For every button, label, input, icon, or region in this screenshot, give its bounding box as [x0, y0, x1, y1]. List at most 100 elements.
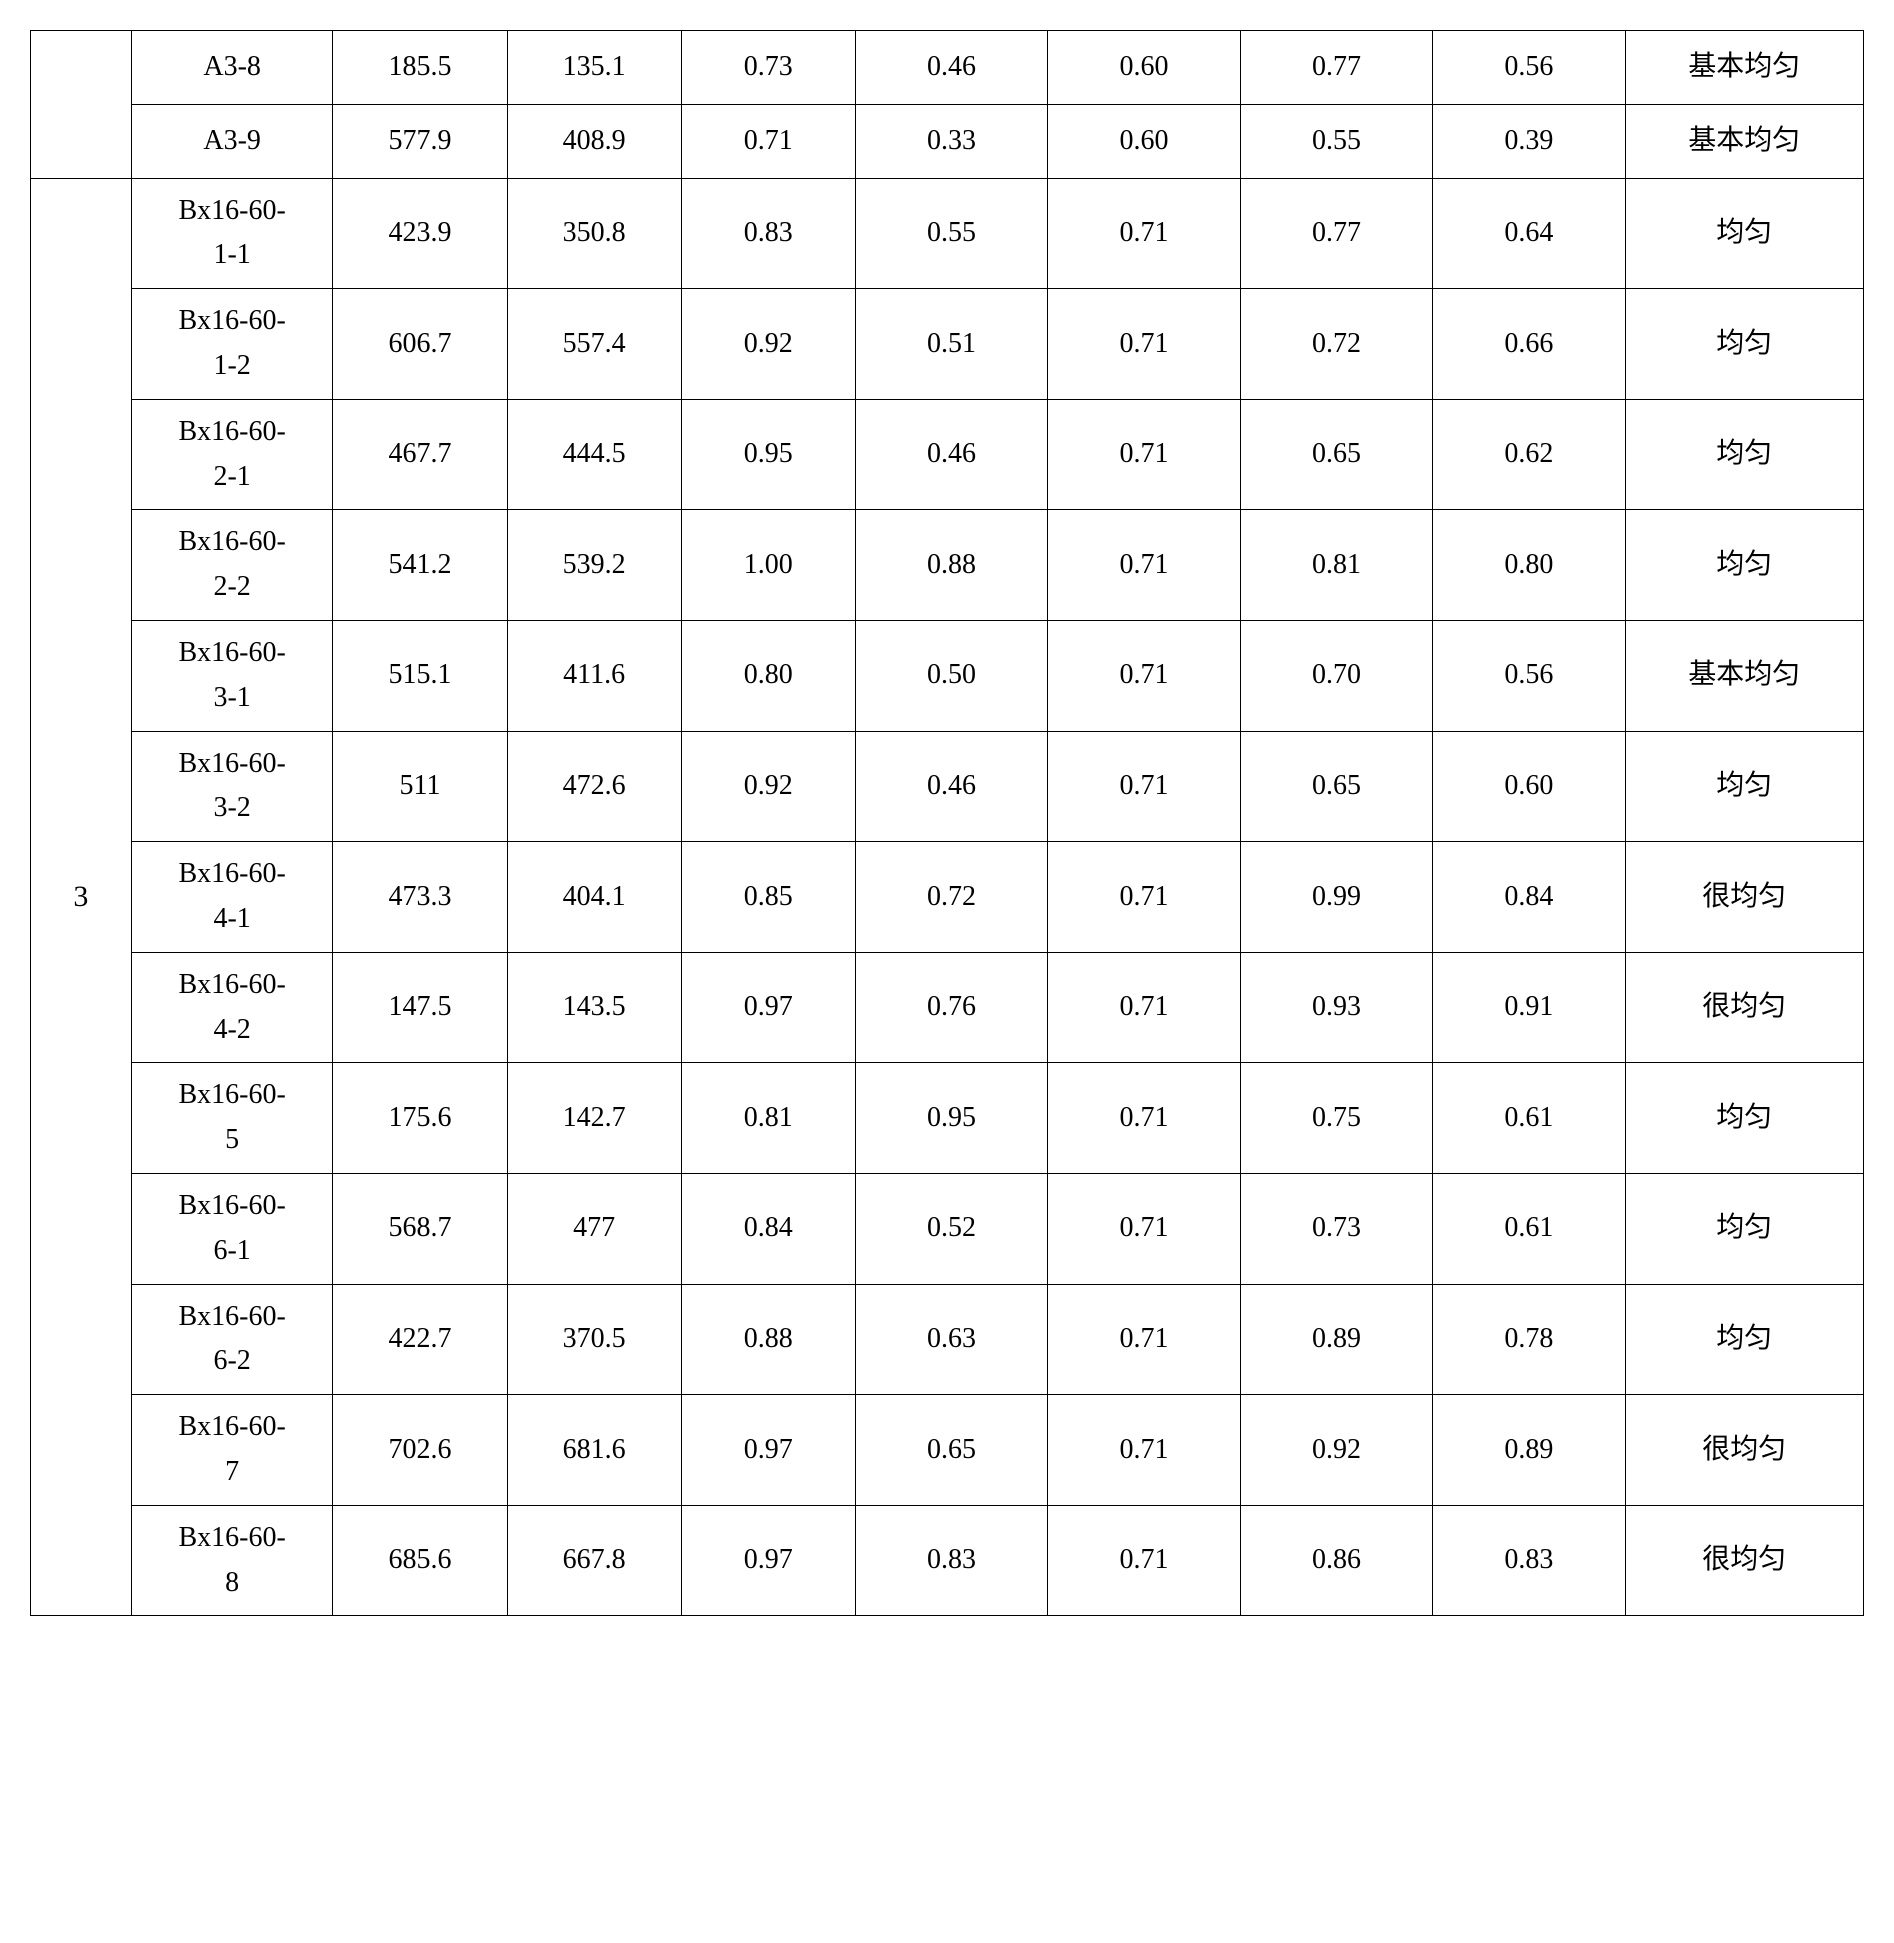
cell-c7: 0.89 — [1240, 1284, 1432, 1395]
cell-c7: 0.93 — [1240, 952, 1432, 1063]
table-row: Bx16-60-4-2147.5143.50.970.760.710.930.9… — [31, 952, 1864, 1063]
table-row: Bx16-60-8685.6667.80.970.830.710.860.83很… — [31, 1505, 1864, 1616]
row-label: Bx16-60-1-2 — [131, 289, 333, 400]
table-row: Bx16-60-7702.6681.60.970.650.710.920.89很… — [31, 1395, 1864, 1506]
cell-c6: 0.71 — [1048, 289, 1240, 400]
cell-c8: 0.89 — [1433, 1395, 1625, 1506]
cell-c8: 0.39 — [1433, 104, 1625, 178]
cell-c6: 0.71 — [1048, 1505, 1240, 1616]
cell-c4: 0.84 — [681, 1173, 855, 1284]
table-row: Bx16-60-2-2541.2539.21.000.880.710.810.8… — [31, 510, 1864, 621]
row-label: Bx16-60-6-2 — [131, 1284, 333, 1395]
cell-c3: 477 — [507, 1173, 681, 1284]
table-row: 3Bx16-60-1-1423.9350.80.830.550.710.770.… — [31, 178, 1864, 289]
cell-c4: 0.88 — [681, 1284, 855, 1395]
cell-c4: 0.97 — [681, 1505, 855, 1616]
cell-c3: 408.9 — [507, 104, 681, 178]
row-label: Bx16-60-4-1 — [131, 842, 333, 953]
cell-c2: 175.6 — [333, 1063, 507, 1174]
cell-c9: 很均匀 — [1625, 842, 1863, 953]
cell-c2: 515.1 — [333, 620, 507, 731]
row-label: Bx16-60-7 — [131, 1395, 333, 1506]
cell-c9: 均匀 — [1625, 510, 1863, 621]
cell-c5: 0.46 — [855, 399, 1047, 510]
cell-c2: 185.5 — [333, 31, 507, 105]
cell-c4: 0.80 — [681, 620, 855, 731]
cell-c5: 0.63 — [855, 1284, 1047, 1395]
cell-c2: 473.3 — [333, 842, 507, 953]
cell-c6: 0.71 — [1048, 399, 1240, 510]
table-row: Bx16-60-5175.6142.70.810.950.710.750.61均… — [31, 1063, 1864, 1174]
row-label: Bx16-60-5 — [131, 1063, 333, 1174]
cell-c9: 均匀 — [1625, 289, 1863, 400]
cell-c9: 均匀 — [1625, 399, 1863, 510]
cell-c6: 0.60 — [1048, 104, 1240, 178]
cell-c3: 557.4 — [507, 289, 681, 400]
table-row: A3-9577.9408.90.710.330.600.550.39基本均匀 — [31, 104, 1864, 178]
cell-c2: 577.9 — [333, 104, 507, 178]
cell-c3: 411.6 — [507, 620, 681, 731]
row-label: A3-9 — [131, 104, 333, 178]
table-row: Bx16-60-1-2606.7557.40.920.510.710.720.6… — [31, 289, 1864, 400]
cell-c7: 0.77 — [1240, 178, 1432, 289]
data-table: A3-8185.5135.10.730.460.600.770.56基本均匀A3… — [30, 30, 1864, 1616]
cell-c6: 0.60 — [1048, 31, 1240, 105]
cell-c7: 0.86 — [1240, 1505, 1432, 1616]
cell-c7: 0.73 — [1240, 1173, 1432, 1284]
table-row: Bx16-60-2-1467.7444.50.950.460.710.650.6… — [31, 399, 1864, 510]
table-row: A3-8185.5135.10.730.460.600.770.56基本均匀 — [31, 31, 1864, 105]
cell-c5: 0.46 — [855, 731, 1047, 842]
cell-c8: 0.84 — [1433, 842, 1625, 953]
table-row: Bx16-60-6-1568.74770.840.520.710.730.61均… — [31, 1173, 1864, 1284]
cell-c8: 0.61 — [1433, 1063, 1625, 1174]
table-row: Bx16-60-3-1515.1411.60.800.500.710.700.5… — [31, 620, 1864, 731]
cell-c9: 很均匀 — [1625, 1505, 1863, 1616]
table-row: Bx16-60-3-2511472.60.920.460.710.650.60均… — [31, 731, 1864, 842]
row-label: Bx16-60-6-1 — [131, 1173, 333, 1284]
cell-c3: 135.1 — [507, 31, 681, 105]
cell-c9: 均匀 — [1625, 1173, 1863, 1284]
cell-c4: 0.97 — [681, 1395, 855, 1506]
cell-c2: 423.9 — [333, 178, 507, 289]
cell-c5: 0.46 — [855, 31, 1047, 105]
table-row: Bx16-60-4-1473.3404.10.850.720.710.990.8… — [31, 842, 1864, 953]
cell-c8: 0.62 — [1433, 399, 1625, 510]
cell-c5: 0.50 — [855, 620, 1047, 731]
row-label: Bx16-60-8 — [131, 1505, 333, 1616]
row-label: A3-8 — [131, 31, 333, 105]
cell-c5: 0.52 — [855, 1173, 1047, 1284]
table-row: Bx16-60-6-2422.7370.50.880.630.710.890.7… — [31, 1284, 1864, 1395]
row-label: Bx16-60-4-2 — [131, 952, 333, 1063]
cell-c3: 681.6 — [507, 1395, 681, 1506]
cell-c9: 均匀 — [1625, 1284, 1863, 1395]
cell-c3: 539.2 — [507, 510, 681, 621]
cell-c6: 0.71 — [1048, 178, 1240, 289]
cell-c4: 0.83 — [681, 178, 855, 289]
cell-c5: 0.95 — [855, 1063, 1047, 1174]
cell-c5: 0.76 — [855, 952, 1047, 1063]
cell-c2: 702.6 — [333, 1395, 507, 1506]
cell-c8: 0.91 — [1433, 952, 1625, 1063]
cell-c7: 0.65 — [1240, 399, 1432, 510]
cell-c3: 444.5 — [507, 399, 681, 510]
cell-c9: 均匀 — [1625, 731, 1863, 842]
cell-c9: 基本均匀 — [1625, 620, 1863, 731]
cell-c6: 0.71 — [1048, 510, 1240, 621]
cell-c8: 0.80 — [1433, 510, 1625, 621]
cell-c9: 很均匀 — [1625, 1395, 1863, 1506]
cell-c5: 0.72 — [855, 842, 1047, 953]
cell-c4: 0.85 — [681, 842, 855, 953]
cell-c2: 541.2 — [333, 510, 507, 621]
cell-c5: 0.88 — [855, 510, 1047, 621]
group-id-cell: 3 — [31, 178, 132, 1616]
cell-c5: 0.55 — [855, 178, 1047, 289]
row-label: Bx16-60-3-2 — [131, 731, 333, 842]
cell-c3: 472.6 — [507, 731, 681, 842]
cell-c8: 0.61 — [1433, 1173, 1625, 1284]
cell-c9: 均匀 — [1625, 1063, 1863, 1174]
cell-c4: 0.73 — [681, 31, 855, 105]
cell-c7: 0.81 — [1240, 510, 1432, 621]
cell-c3: 404.1 — [507, 842, 681, 953]
cell-c8: 0.56 — [1433, 31, 1625, 105]
cell-c6: 0.71 — [1048, 1173, 1240, 1284]
